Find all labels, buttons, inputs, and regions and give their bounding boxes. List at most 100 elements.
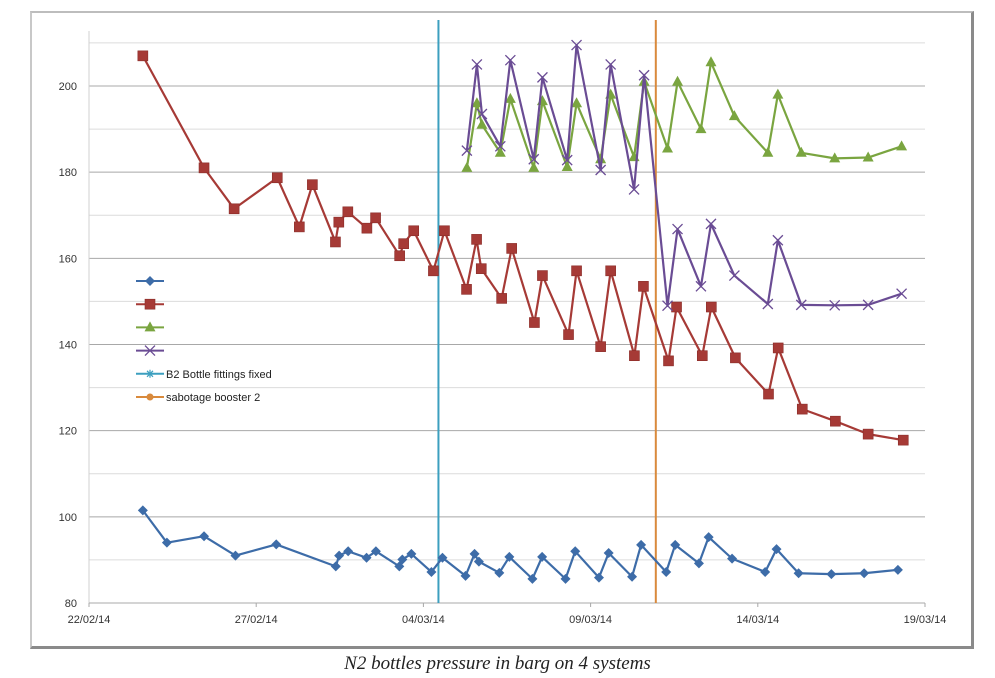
legend-swatch-marker — [144, 321, 156, 332]
legend-label: B2 Bottle fittings fixed — [166, 369, 272, 381]
x-tick-label: 27/02/14 — [235, 614, 278, 626]
data-point-square — [563, 329, 574, 340]
data-point-x — [772, 234, 784, 246]
legend-swatch-marker — [145, 276, 155, 286]
y-tick-label: 80 — [65, 598, 77, 610]
data-point-x — [638, 69, 650, 81]
legend-swatch-marker — [146, 393, 154, 401]
data-point-square — [772, 342, 784, 354]
data-point-square — [475, 263, 487, 274]
data-point-diamond — [460, 570, 471, 581]
data-point-x — [476, 108, 488, 120]
data-point-square — [571, 265, 582, 277]
data-point-x — [595, 164, 607, 176]
legend-item: sabotage booster 2 — [136, 392, 260, 404]
data-point-square — [439, 225, 450, 237]
data-point-diamond — [494, 567, 505, 578]
data-point-triangle — [504, 92, 516, 103]
data-point-triangle — [471, 97, 483, 108]
data-point-triangle — [476, 118, 488, 129]
data-point-square — [862, 428, 874, 440]
data-point-square — [307, 179, 318, 190]
data-point-diamond — [473, 556, 484, 567]
legend-label: sabotage booster 2 — [166, 392, 260, 404]
data-point-square — [696, 350, 708, 362]
legend-item — [136, 345, 164, 357]
data-point-triangle — [561, 161, 573, 172]
data-point-diamond — [426, 566, 437, 577]
data-point-triangle — [728, 110, 740, 121]
chart-frame — [30, 11, 974, 649]
data-point-triangle — [862, 151, 874, 162]
data-point-square — [506, 243, 517, 254]
data-point-diamond — [603, 548, 614, 559]
data-point-diamond — [560, 573, 571, 584]
data-point-diamond — [330, 561, 341, 572]
data-point-x — [528, 153, 540, 165]
data-point-diamond — [727, 553, 738, 564]
data-point-triangle — [494, 146, 506, 157]
data-point-square — [228, 203, 240, 215]
axes: 80 100 120 140 160 180 200 22/02/14 27/02/14 04/0… — [59, 31, 947, 626]
data-point-diamond — [627, 571, 638, 582]
data-point-x — [672, 223, 684, 235]
data-point-square — [537, 270, 548, 281]
data-point-x — [461, 145, 473, 157]
data-point-x — [662, 300, 673, 312]
data-point-x — [762, 298, 774, 310]
data-point-x — [728, 270, 740, 282]
data-point-diamond — [793, 568, 804, 579]
legend-swatch-marker — [144, 298, 156, 310]
data-point-diamond — [343, 546, 354, 557]
data-point-square — [629, 350, 640, 362]
data-point-diamond — [760, 566, 771, 577]
data-point-square — [663, 355, 674, 367]
legend-item: B2 Bottle fittings fixed — [136, 369, 272, 381]
data-point-diamond — [230, 550, 241, 561]
x-tick-label: 19/03/14 — [904, 614, 947, 626]
data-point-diamond — [271, 539, 282, 550]
legend-item — [136, 298, 164, 310]
y-tick-label: 100 — [59, 512, 77, 524]
series-1 — [137, 505, 903, 584]
data-point-triangle — [795, 146, 807, 157]
data-point-square — [408, 225, 420, 237]
data-point-diamond — [504, 551, 515, 562]
data-point-square — [830, 415, 841, 427]
data-point-diamond — [826, 569, 837, 580]
series-3 — [461, 56, 908, 172]
data-point-square — [763, 388, 774, 400]
data-point-diamond — [670, 539, 681, 550]
data-point-square — [706, 301, 717, 313]
data-point-square — [529, 317, 540, 328]
data-point-x — [628, 183, 640, 195]
data-point-x — [494, 140, 506, 152]
data-point-square — [671, 301, 682, 313]
y-tick-label: 200 — [59, 81, 77, 93]
data-point-triangle — [896, 140, 908, 151]
x-tick-label: 22/02/14 — [68, 614, 111, 626]
data-point-x — [829, 299, 841, 311]
data-point-square — [496, 293, 507, 304]
data-point-diamond — [437, 552, 448, 563]
data-point-diamond — [859, 568, 870, 579]
data-point-diamond — [199, 531, 210, 542]
data-point-square — [342, 206, 354, 218]
data-point-x — [605, 59, 617, 70]
data-point-diamond — [636, 539, 647, 550]
data-point-square — [361, 222, 373, 234]
y-tick-label: 160 — [59, 253, 77, 265]
data-point-square — [271, 172, 283, 184]
series-line — [465, 61, 902, 169]
data-point-square — [595, 341, 606, 352]
data-point-diamond — [892, 564, 903, 575]
legend-item — [136, 321, 164, 332]
data-point-square — [370, 212, 381, 224]
data-point-x — [795, 299, 807, 311]
data-point-triangle — [695, 123, 707, 134]
data-point-x — [896, 288, 908, 300]
data-point-square — [137, 50, 149, 62]
data-point-diamond — [570, 546, 581, 557]
data-point-x — [471, 59, 483, 70]
data-point-diamond — [771, 544, 782, 555]
